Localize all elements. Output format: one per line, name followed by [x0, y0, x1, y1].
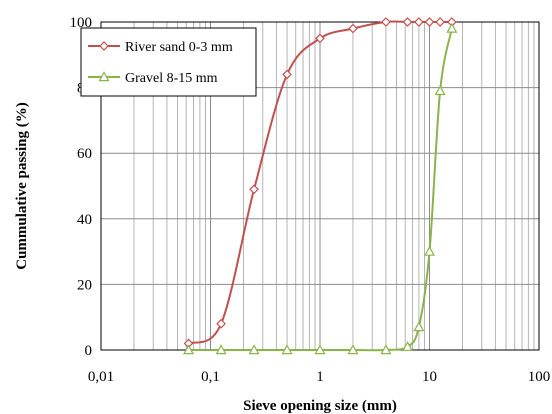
data-point [413, 321, 425, 332]
x-tick-label: 10 [422, 369, 437, 385]
legend-label: River sand 0-3 mm [125, 40, 233, 55]
legend: River sand 0-3 mm Gravel 8-15 mm [80, 27, 257, 97]
data-point [314, 344, 326, 355]
legend-box [80, 27, 257, 97]
data-point [414, 17, 424, 27]
data-point [282, 69, 292, 80]
x-tick-label: 100 [528, 369, 551, 385]
data-point [402, 17, 413, 27]
x-axis-title: Sieve opening size (mm) [243, 398, 397, 414]
legend-marker [98, 71, 110, 82]
data-point [347, 344, 359, 355]
series [183, 17, 458, 355]
data-point [249, 184, 259, 195]
data-point [215, 344, 227, 355]
data-point [348, 23, 358, 34]
x-tick-label: 1 [316, 369, 324, 385]
data-point [446, 22, 458, 33]
y-tick-label: 40 [77, 212, 92, 228]
legend-marker [99, 41, 109, 51]
y-tick-label: 20 [77, 277, 92, 293]
y-tick-label: 0 [85, 343, 93, 359]
y-tick-label: 100 [70, 15, 93, 31]
legend-entry: River sand 0-3 mm [88, 40, 233, 55]
data-point [281, 344, 293, 355]
data-point [183, 344, 195, 355]
data-point [315, 33, 325, 44]
data-point [435, 17, 445, 27]
data-point [380, 344, 392, 355]
legend-label: Gravel 8-15 mm [125, 71, 218, 86]
data-point [424, 17, 435, 27]
data-point [216, 318, 226, 329]
data-point [423, 245, 436, 256]
data-point [434, 85, 446, 96]
data-point [402, 340, 414, 351]
y-tick-label: 60 [77, 146, 92, 162]
data-point [381, 17, 391, 27]
series-2 [183, 22, 458, 355]
data-point [248, 344, 260, 355]
x-tick-label: 0,1 [201, 369, 220, 385]
y-axis-title: Cummulative passing (%) [14, 102, 30, 270]
series-1 [183, 17, 457, 349]
x-tick-label: 0,01 [88, 369, 114, 385]
legend-entry: Gravel 8-15 mm [88, 71, 218, 86]
